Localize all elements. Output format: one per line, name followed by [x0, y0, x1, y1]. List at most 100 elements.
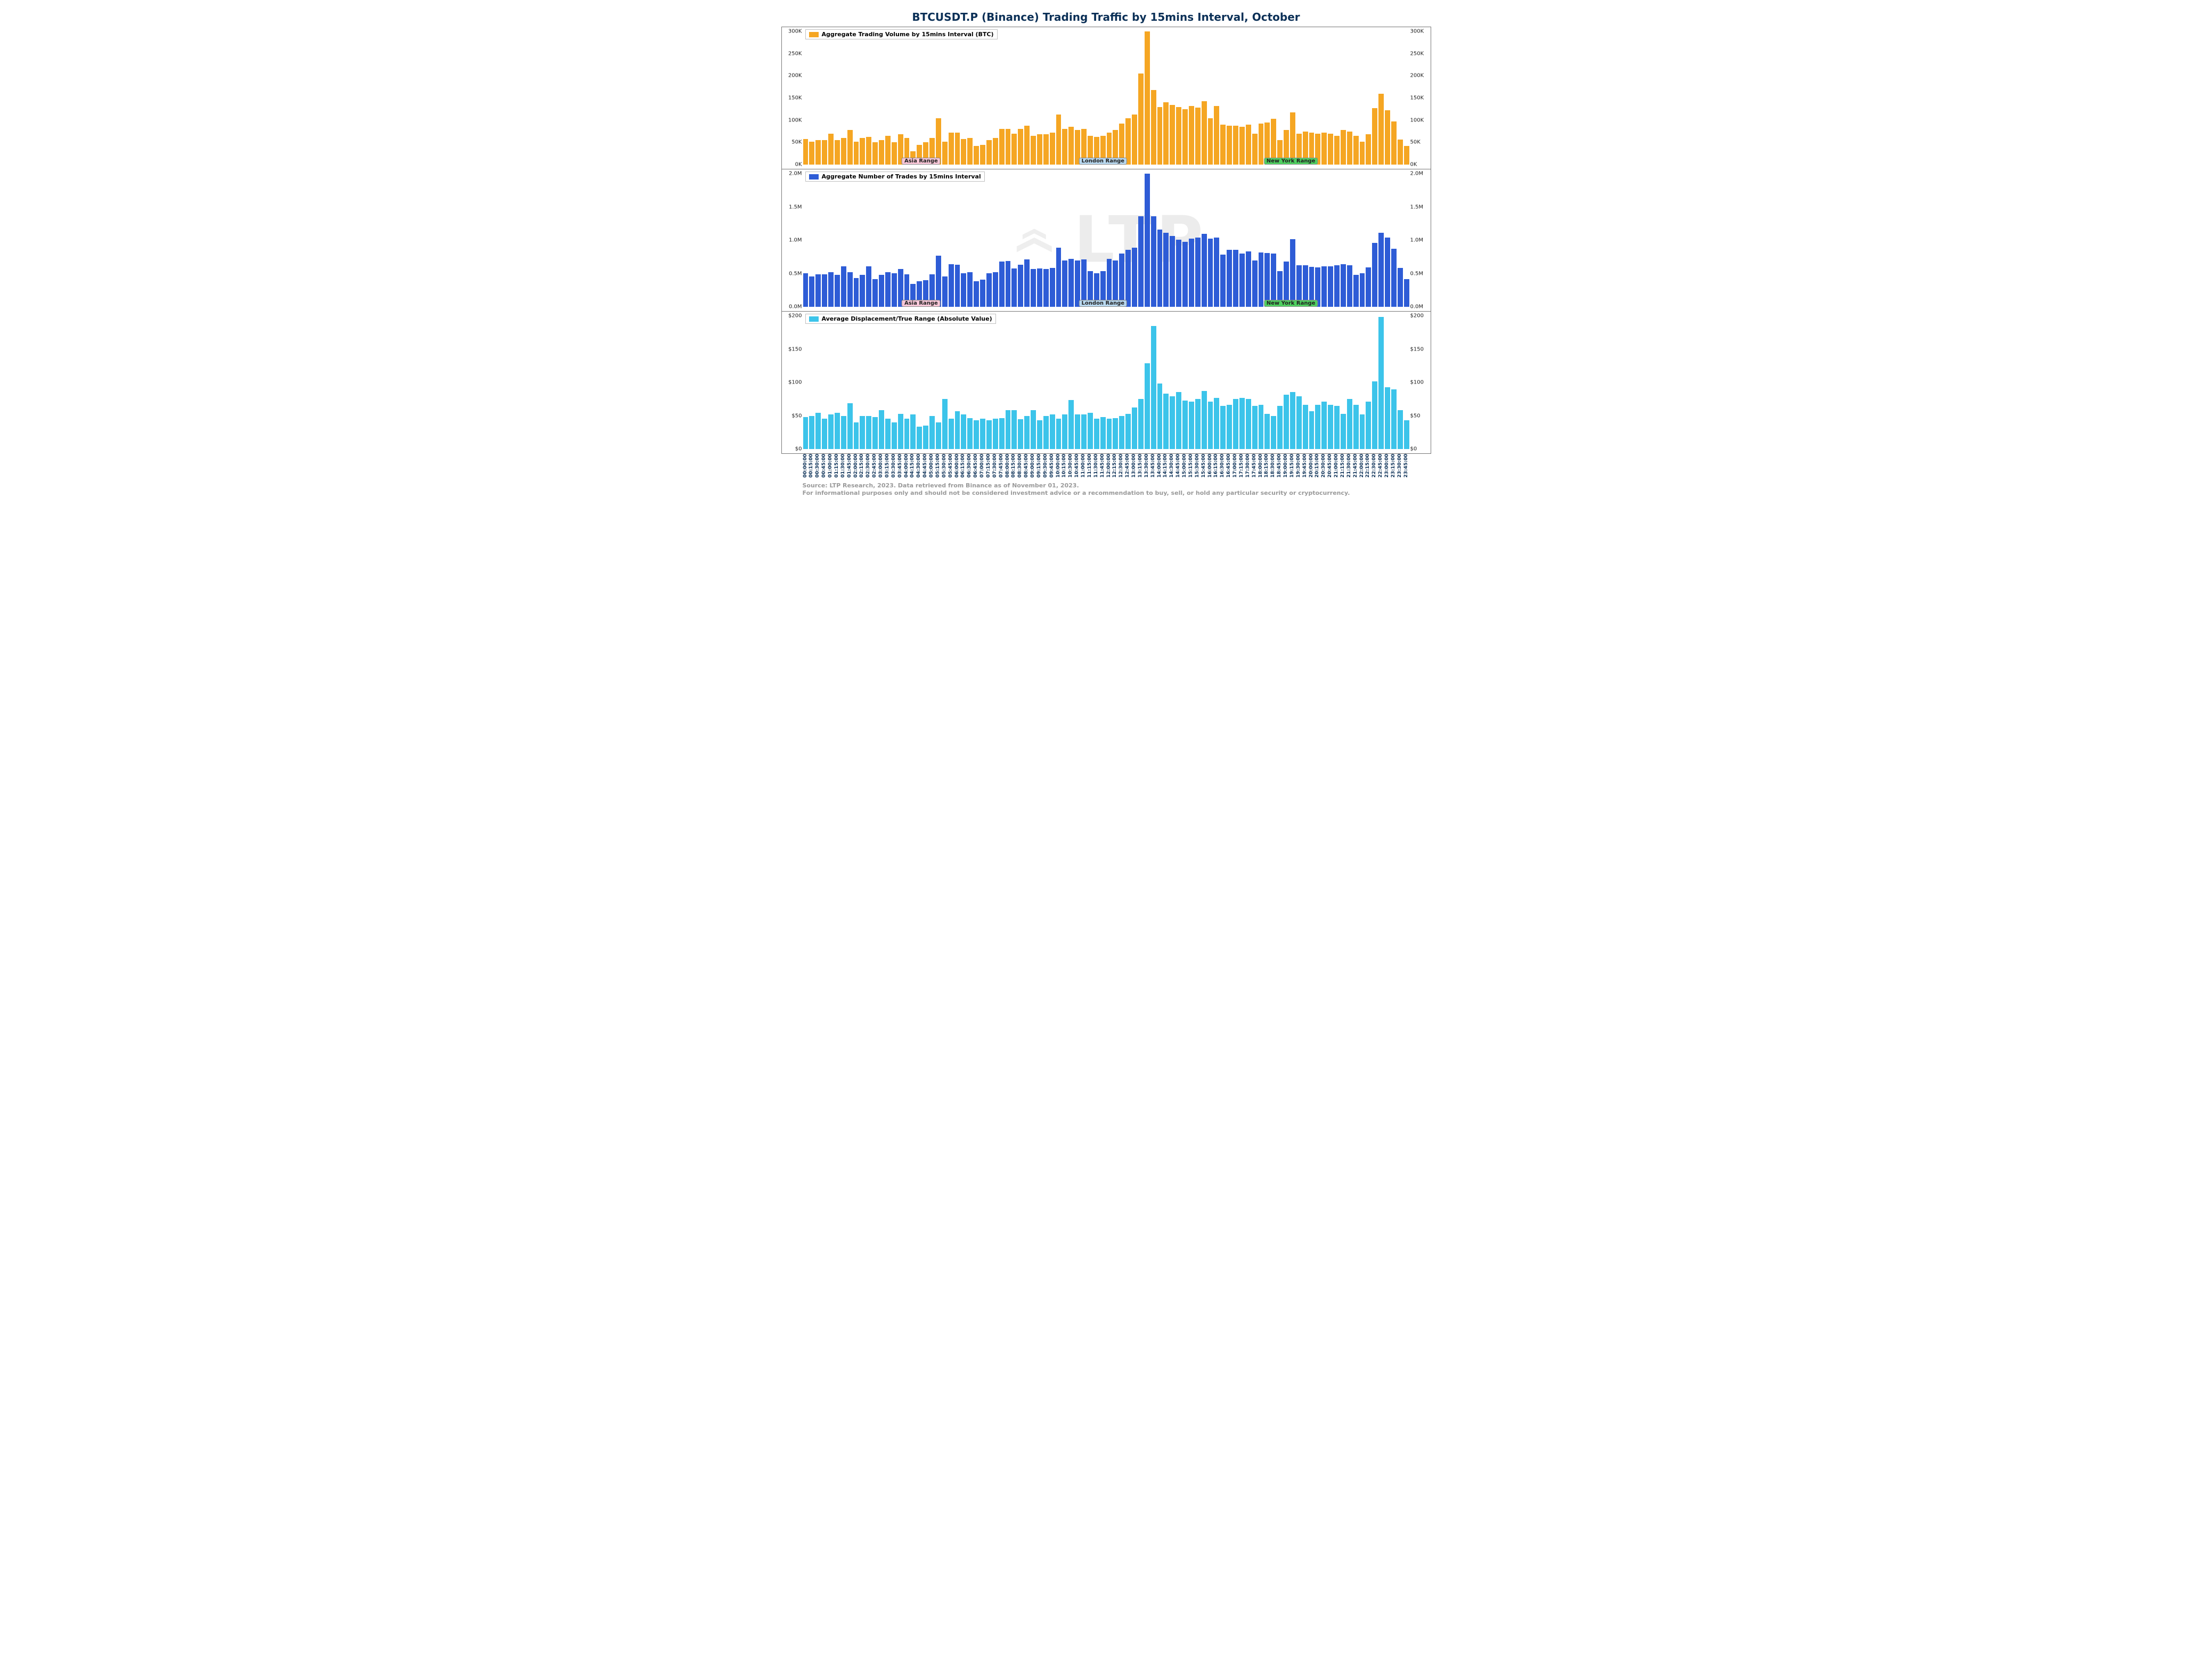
bar: [1011, 410, 1017, 449]
bar: [1233, 126, 1238, 165]
y-tick: 0K: [782, 162, 803, 168]
bar: [1157, 107, 1163, 165]
bar: [910, 414, 916, 449]
bar: [1202, 234, 1207, 307]
bar: [1107, 419, 1112, 449]
bar: [841, 266, 846, 307]
x-tick-label: 10:15:00: [1062, 454, 1068, 479]
bar: [815, 413, 821, 449]
bar: [1385, 387, 1390, 449]
x-tick-label: 04:30:00: [916, 454, 923, 479]
bar: [1176, 107, 1181, 165]
bar: [1404, 279, 1409, 307]
bar: [1341, 130, 1346, 165]
bar: [1119, 416, 1124, 450]
y-tick: 50K: [782, 140, 803, 145]
bar: [967, 138, 973, 165]
bar: [828, 272, 834, 307]
bar: [1031, 269, 1036, 307]
bar: [961, 414, 966, 449]
x-tick-label: 04:45:00: [923, 454, 929, 479]
bar: [815, 140, 821, 165]
bar: [1220, 125, 1226, 165]
x-tick-label: 23:00:00: [1384, 454, 1391, 479]
bar: [999, 129, 1005, 165]
bar: [1372, 381, 1377, 449]
bar: [1170, 236, 1175, 307]
bar: [1043, 134, 1049, 165]
bar: [1315, 405, 1320, 449]
bar: [1202, 391, 1207, 449]
x-tick-label: 06:30:00: [967, 454, 973, 479]
x-tick-label: 09:45:00: [1049, 454, 1056, 479]
y-tick: 1.5M: [1409, 204, 1431, 210]
bar: [809, 142, 814, 165]
bar: [1182, 109, 1188, 165]
bar: [1252, 406, 1258, 449]
bar: [1068, 127, 1074, 165]
bar: [1081, 414, 1087, 449]
x-tick-label: 20:45:00: [1327, 454, 1334, 479]
bar: [1138, 74, 1144, 165]
bar: [1334, 406, 1340, 449]
bar: [999, 418, 1005, 449]
x-tick-label: 03:45:00: [897, 454, 904, 479]
range-marker: London Range: [1079, 300, 1128, 307]
bar: [1195, 399, 1201, 449]
bar: [1170, 396, 1175, 449]
bar: [892, 422, 897, 449]
bar: [942, 142, 948, 165]
bar: [1056, 115, 1062, 165]
bar: [929, 416, 935, 450]
bar: [872, 417, 878, 449]
bar: [822, 274, 827, 307]
x-tick-label: 08:45:00: [1024, 454, 1030, 479]
x-tick-label: 14:30:00: [1169, 454, 1176, 479]
bar: [974, 146, 979, 165]
bar: [1303, 405, 1308, 449]
plot-area: 0.0M0.5M1.0M1.5M2.0M0.0M0.5M1.0M1.5M2.0M…: [803, 174, 1409, 307]
legend: Average Displacement/True Range (Absolut…: [805, 314, 996, 324]
x-tick-label: 15:15:00: [1188, 454, 1195, 479]
bar: [1328, 134, 1333, 165]
bar: [1138, 216, 1144, 307]
bar: [1271, 254, 1276, 307]
x-tick-label: 13:45:00: [1150, 454, 1157, 479]
range-marker: London Range: [1079, 158, 1128, 165]
x-tick-label: 11:45:00: [1100, 454, 1106, 479]
x-tick-label: 11:00:00: [1081, 454, 1087, 479]
x-tick-label: 06:15:00: [960, 454, 967, 479]
bar: [974, 420, 979, 449]
x-tick-label: 16:15:00: [1213, 454, 1220, 479]
bar: [866, 266, 871, 307]
y-axis-left: 0K50K100K150K200K250K300K: [782, 31, 803, 165]
bar: [1353, 405, 1359, 449]
x-tick-label: 15:30:00: [1195, 454, 1201, 479]
bar: [1378, 94, 1384, 165]
bar: [1208, 402, 1213, 449]
bar: [1214, 106, 1219, 165]
bar: [1050, 414, 1055, 449]
bar: [986, 273, 992, 307]
bar: [967, 272, 973, 307]
x-tick-label: 02:30:00: [866, 454, 872, 479]
y-tick: 250K: [1409, 51, 1431, 56]
bar: [1366, 134, 1371, 165]
x-tick-label: 15:45:00: [1201, 454, 1207, 479]
bar: [879, 275, 884, 307]
bar: [1321, 133, 1327, 165]
bar: [1239, 254, 1245, 307]
y-tick: 2.0M: [1409, 171, 1431, 177]
bar: [1378, 317, 1384, 449]
x-tick-label: 01:15:00: [834, 454, 840, 479]
bar: [1006, 410, 1011, 449]
bar: [1239, 127, 1245, 165]
bar: [1259, 124, 1264, 165]
bar: [1075, 414, 1080, 449]
bar: [860, 275, 865, 307]
bar: [1151, 216, 1156, 307]
bar: [1119, 254, 1124, 307]
bar: [1043, 269, 1049, 307]
x-tick-label: 06:00:00: [954, 454, 961, 479]
y-tick: $50: [782, 413, 803, 419]
